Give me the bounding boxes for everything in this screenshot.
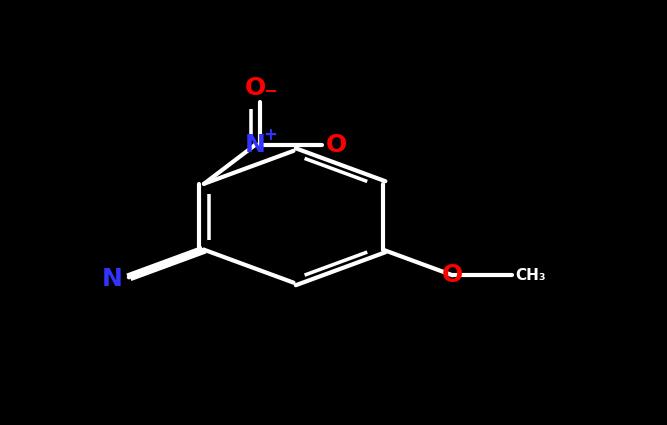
Text: O: O [442,263,463,287]
Text: CH₃: CH₃ [516,268,546,283]
Text: N: N [101,267,122,292]
Text: O: O [325,133,347,157]
Text: −: − [263,81,277,99]
Text: N: N [245,133,266,157]
Text: O: O [245,76,266,100]
Text: +: + [263,126,277,144]
